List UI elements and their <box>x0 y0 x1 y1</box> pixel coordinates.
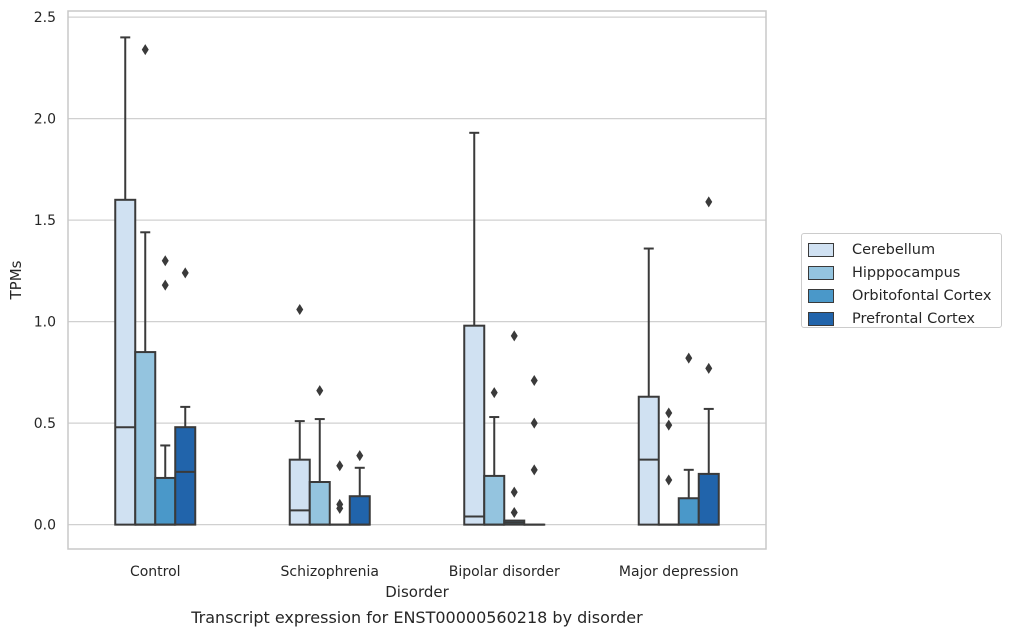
outlier-point <box>161 279 169 291</box>
chart-title: Transcript expression for ENST0000056021… <box>190 608 643 627</box>
outlier-point <box>665 474 673 486</box>
legend-label-prefrontal-cortex: Prefrontal Cortex <box>852 310 975 327</box>
legend-swatch-prefrontal-cortex <box>808 311 834 326</box>
box-rect <box>174 426 197 526</box>
outlier-point <box>356 450 364 462</box>
legend-label-orbitofrontal-cortex: Orbitofontal Cortex <box>852 287 992 304</box>
y-tick-label: 2.0 <box>34 112 56 128</box>
box-rect <box>463 324 486 526</box>
outlier-point <box>665 419 673 431</box>
outlier-point <box>316 385 324 397</box>
x-tick-label: Schizophrenia <box>281 564 379 580</box>
x-tick-label: Control <box>130 564 181 580</box>
legend-item-cerebellum: Cerebellum <box>808 238 1001 261</box>
y-tick-label: 1.0 <box>34 315 56 331</box>
legend-item-hippocampus: Hipppocampus <box>808 261 1001 284</box>
outlier-point <box>336 502 344 514</box>
outlier-point <box>181 267 189 279</box>
outlier-point <box>705 196 713 208</box>
outlier-point <box>530 374 538 386</box>
legend-swatch-cerebellum <box>808 242 834 257</box>
chart-legend: Cerebellum Hipppocampus Orbitofontal Cor… <box>801 233 1002 328</box>
legend-label-hippocampus: Hipppocampus <box>852 264 961 281</box>
x-axis-label: Disorder <box>385 583 449 601</box>
outlier-point <box>336 460 344 472</box>
box-rect <box>483 474 506 526</box>
legend-item-orbitofrontal-cortex: Orbitofontal Cortex <box>808 284 1001 307</box>
outlier-point <box>510 506 518 518</box>
outlier-point <box>665 407 673 419</box>
legend-swatch-hippocampus <box>808 265 834 280</box>
plot-frame <box>67 10 767 550</box>
legend-label-cerebellum: Cerebellum <box>852 241 936 258</box>
box-rect <box>697 472 720 526</box>
outlier-point <box>510 330 518 342</box>
box-rect <box>348 495 371 526</box>
y-tick-label: 1.5 <box>34 213 56 229</box>
y-tick-label: 2.5 <box>34 10 56 26</box>
legend-item-prefrontal-cortex: Prefrontal Cortex <box>808 307 1001 330</box>
box-rect <box>637 395 660 526</box>
box-rect <box>114 198 137 526</box>
box-rect <box>677 497 700 526</box>
outlier-point <box>705 362 713 374</box>
legend-swatch-orbitofrontal-cortex <box>808 288 834 303</box>
y-tick-label: 0.0 <box>34 518 56 534</box>
y-axis-label: TPMs <box>7 260 25 300</box>
outlier-point <box>141 44 149 56</box>
outlier-point <box>685 352 693 364</box>
outlier-point <box>530 464 538 476</box>
box-rect <box>288 458 311 526</box>
box-rect <box>308 481 331 526</box>
x-tick-label: Major depression <box>619 564 739 580</box>
outlier-point <box>530 417 538 429</box>
y-tick-label: 0.5 <box>34 416 56 432</box>
outlier-point <box>161 255 169 267</box>
x-tick-label: Bipolar disorder <box>449 564 560 580</box>
box-rect <box>154 476 177 526</box>
box-rect <box>134 351 157 526</box>
outlier-point <box>296 303 304 315</box>
outlier-point <box>510 486 518 498</box>
outlier-point <box>490 387 498 399</box>
